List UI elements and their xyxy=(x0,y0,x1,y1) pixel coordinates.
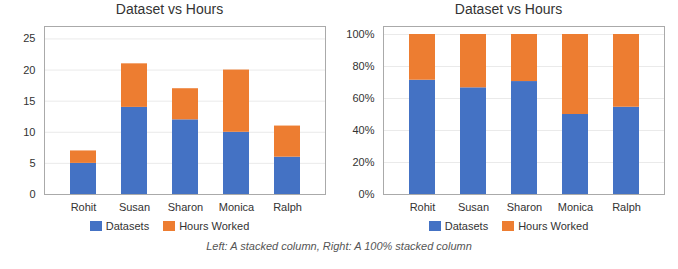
svg-text:80%: 80% xyxy=(352,60,374,72)
html-text:Dataset vs Hours: Dataset vs Hours xyxy=(454,1,563,17)
html-text:Hours Worked: Hours Worked xyxy=(518,220,589,232)
svg-text:15: 15 xyxy=(23,95,35,107)
svg-text:60%: 60% xyxy=(352,92,374,104)
svg-text:Ralph: Ralph xyxy=(612,201,641,213)
svg-text:0: 0 xyxy=(29,188,35,200)
svg-text:Ralph: Ralph xyxy=(273,201,302,213)
html-text:Datasets: Datasets xyxy=(105,220,150,232)
svg-text:25: 25 xyxy=(23,32,35,44)
svg-text:0%: 0% xyxy=(359,188,375,200)
svg-text:Monica: Monica xyxy=(219,201,255,213)
svg-text:Sharon: Sharon xyxy=(507,201,542,213)
svg-text:Susan: Susan xyxy=(119,201,150,213)
svg-text:10: 10 xyxy=(23,126,35,138)
svg-text:5: 5 xyxy=(29,157,35,169)
svg-text:40%: 40% xyxy=(352,124,374,136)
svg-text:Susan: Susan xyxy=(458,201,489,213)
svg-text:Rohit: Rohit xyxy=(410,201,436,213)
svg-text:20: 20 xyxy=(23,64,35,76)
svg-text:Rohit: Rohit xyxy=(71,201,97,213)
html-text:Left: A stacked column, Right:: Left: A stacked column, Right: A 100% st… xyxy=(206,240,472,252)
html-text:Dataset vs Hours: Dataset vs Hours xyxy=(115,1,224,17)
html-text:Hours Worked: Hours Worked xyxy=(179,220,250,232)
svg-text:100%: 100% xyxy=(346,28,374,40)
svg-text:20%: 20% xyxy=(352,156,374,168)
svg-text:Sharon: Sharon xyxy=(168,201,203,213)
html-text:Datasets: Datasets xyxy=(444,220,489,232)
svg-text:Monica: Monica xyxy=(558,201,594,213)
